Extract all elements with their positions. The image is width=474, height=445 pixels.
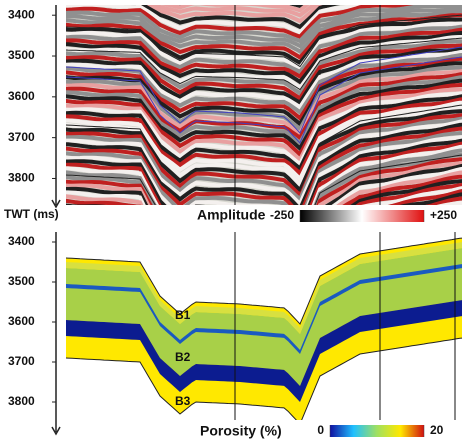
layer: [66, 242, 462, 334]
reflector: [66, 78, 462, 152]
reflector: [66, 82, 462, 158]
reflector: [66, 17, 462, 66]
surface: [66, 237, 462, 325]
reflector: [66, 141, 462, 205]
y-tick-label: 3800: [8, 171, 35, 185]
horizon: [66, 154, 462, 205]
colorbar: [330, 425, 424, 437]
reflector: [66, 113, 462, 199]
reflector: [66, 135, 462, 205]
reflector: [66, 5, 462, 49]
reflector: [66, 170, 462, 205]
colorbar-tick-label: 20: [430, 423, 444, 437]
reflector: [66, 34, 462, 91]
annotation: B2: [175, 350, 191, 364]
y-tick-label: 3500: [8, 48, 35, 62]
reflector: [66, 94, 462, 172]
y-tick-label: 3400: [8, 234, 35, 248]
colorbar-tick-label: -250: [270, 208, 294, 222]
horizon: [66, 46, 462, 134]
y-tick-label: 3400: [8, 7, 35, 21]
reflector: [145, 5, 325, 24]
y-tick-label: 3800: [8, 394, 35, 408]
reflector: [387, 189, 462, 205]
surface: [66, 337, 462, 420]
reflector: [66, 119, 462, 205]
reflector: [66, 5, 368, 35]
porosity-section: [66, 232, 462, 420]
y-tick-label: 3500: [8, 274, 35, 288]
layer: [66, 264, 462, 354]
reflector: [66, 91, 462, 168]
reflector: [66, 49, 462, 110]
reflector: [66, 157, 462, 205]
horizon: [66, 14, 462, 68]
colorbar-tick-label: 0: [317, 423, 324, 437]
axis-arrow: [51, 199, 61, 209]
reflector: [66, 13, 462, 60]
reflector: [66, 131, 462, 205]
y-tick-label: 3700: [8, 130, 35, 144]
reflector: [66, 75, 462, 147]
annotation: B3: [175, 394, 191, 408]
reflector: [66, 27, 462, 80]
reflector: [66, 43, 462, 102]
reflector: [66, 122, 462, 205]
reflector: [66, 179, 462, 205]
colorbar-label: Porosity (%): [200, 423, 282, 439]
reflector: [66, 9, 462, 55]
reflector: [66, 5, 462, 44]
reflector: [66, 166, 462, 205]
reflector: [355, 182, 462, 205]
reflector: [66, 116, 462, 203]
reflector: [66, 30, 462, 85]
reflector: [66, 24, 462, 75]
reflector: [66, 148, 462, 205]
reflector: [66, 100, 462, 183]
colorbar-tick-label: +250: [430, 208, 457, 222]
horizon: [66, 56, 462, 144]
reflector: [66, 46, 462, 106]
reflector: [66, 174, 462, 205]
reflector: [66, 69, 462, 137]
seismic-section: [60, 0, 468, 205]
reflector: [66, 160, 462, 205]
y-tick-label: 3700: [8, 354, 35, 368]
reflector: [66, 97, 462, 177]
reflector: [161, 5, 310, 13]
colorbar: [300, 210, 424, 222]
reflector: [66, 56, 462, 122]
reflector: [66, 144, 462, 205]
reflector: [66, 39, 462, 97]
reflector: [66, 5, 421, 40]
reflector: [130, 5, 341, 30]
reflector: [66, 138, 462, 205]
reflector: [361, 186, 462, 205]
reflector: [66, 87, 462, 163]
layer: [66, 300, 462, 402]
reflector: [66, 163, 462, 205]
axis-arrow: [51, 426, 61, 436]
horizon: [66, 37, 462, 91]
reflector: [66, 126, 462, 205]
y-tick-label: 3600: [8, 89, 35, 103]
colorbar-label: Amplitude: [197, 207, 266, 223]
y-axis-label: TWT (ms): [4, 207, 59, 221]
reflector: [152, 5, 317, 18]
reflector: [66, 21, 462, 71]
horizon: [66, 104, 462, 192]
reflector: [60, 0, 468, 1]
annotation: B1: [175, 308, 191, 322]
y-tick-label: 3600: [8, 314, 35, 328]
